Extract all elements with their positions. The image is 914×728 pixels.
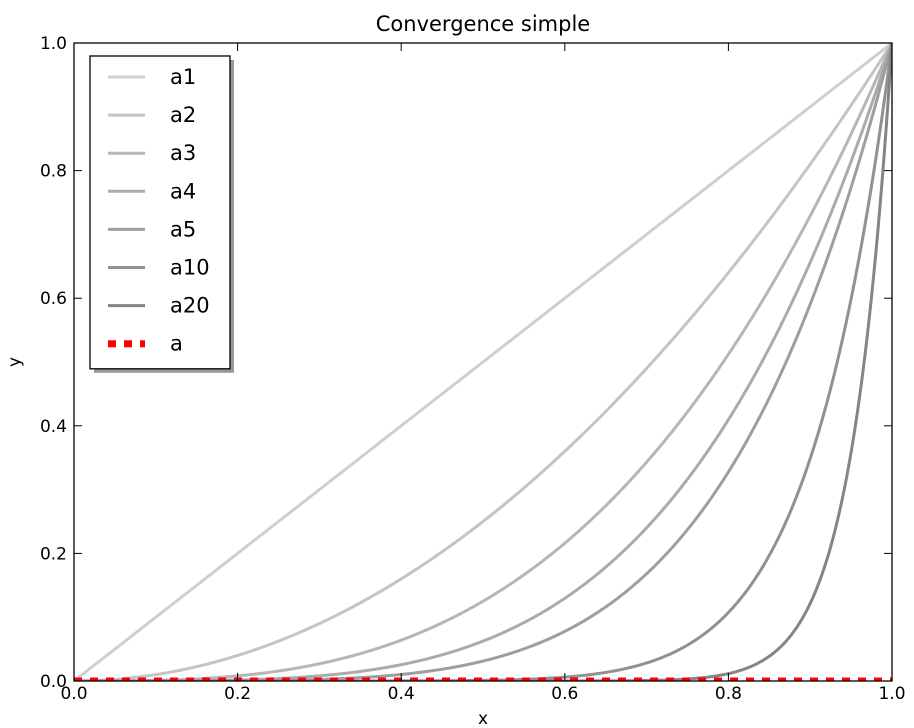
- x-tick-label: 0.8: [715, 684, 742, 704]
- legend-label-a4: a4: [170, 179, 196, 203]
- legend-label-a2: a2: [170, 103, 196, 127]
- series-line-a3: [74, 43, 892, 681]
- series-line-a1: [74, 43, 892, 681]
- legend-label-a5: a5: [170, 217, 196, 241]
- y-tick-label: 1.0: [40, 34, 67, 54]
- x-axis-title: x: [478, 709, 488, 728]
- legend-box: [89, 55, 231, 370]
- axis-ticks: 0.0 0.2 0.4 0.6 0.8 1.0 0.0 0.2 0.4 0.6 0.8 1.0: [40, 34, 906, 704]
- legend-label-a3: a3: [170, 141, 196, 165]
- series-line-a20: [74, 43, 892, 681]
- x-tick-label: 0.2: [224, 684, 251, 704]
- x-tick-label: 0.6: [551, 684, 578, 704]
- series-line-a2: [74, 43, 892, 681]
- y-tick-label: 0.0: [40, 672, 67, 692]
- legend-label-a: a: [170, 332, 183, 356]
- legend-label-a1: a1: [170, 65, 196, 89]
- legend: a1 a2 a3 a4 a5 a10 a20 a: [89, 55, 234, 373]
- y-tick-label: 0.4: [40, 417, 67, 437]
- y-tick-label: 0.8: [40, 162, 67, 182]
- x-tick-label: 0.0: [60, 684, 87, 704]
- chart-title: Convergence simple: [376, 12, 590, 36]
- y-axis-title: y: [5, 357, 25, 367]
- y-tick-label: 0.2: [40, 544, 67, 564]
- y-tick-label: 0.6: [40, 289, 67, 309]
- plot-frame: [73, 42, 893, 682]
- x-tick-label: 1.0: [878, 684, 905, 704]
- legend-label-a20: a20: [170, 294, 210, 318]
- x-tick-label: 0.4: [388, 684, 415, 704]
- legend-label-a10: a10: [170, 256, 210, 280]
